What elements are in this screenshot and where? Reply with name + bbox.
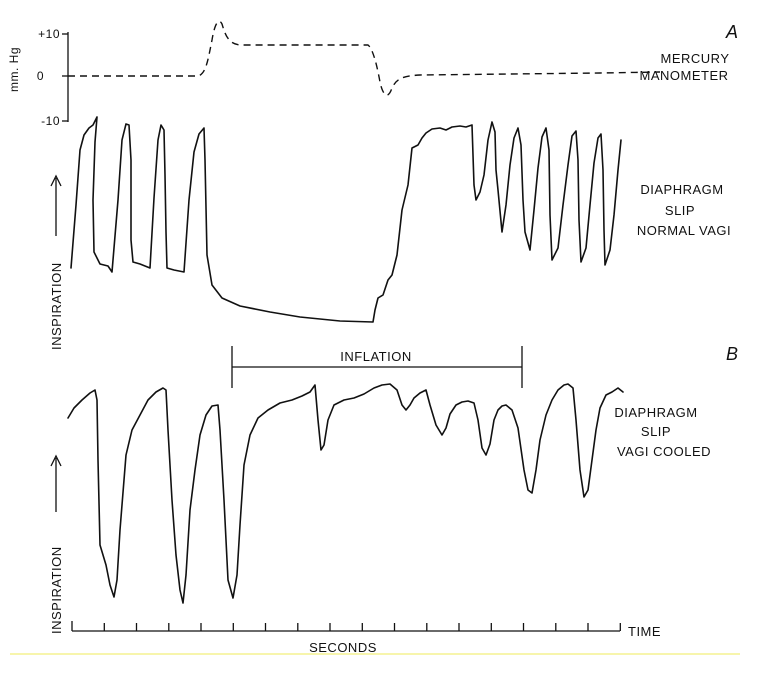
pressure-tick-label-minus10: -10	[41, 114, 60, 128]
manometer-label-line2: MANOMETER	[640, 68, 729, 83]
panel-a: A +10 0 -10 mm. Hg MERCURY MANOMETER DIA…	[7, 20, 739, 350]
diaphragm-trace-vagi-cooled	[67, 383, 624, 604]
pressure-tick-label-zero: 0	[37, 69, 44, 83]
panel-b: B INFLATION DIAPHRAGM SLIP VAGI COOLED I…	[49, 344, 739, 634]
panel-b-letter: B	[726, 344, 739, 364]
pressure-tick-label-plus10: +10	[38, 27, 60, 41]
seconds-label: SECONDS	[309, 640, 377, 655]
panel-a-letter: A	[725, 22, 739, 42]
time-axis: TIME SECONDS	[71, 621, 661, 655]
inspiration-arrow-a-head	[50, 174, 62, 187]
time-ticks	[71, 621, 621, 631]
pressure-unit-label: mm. Hg	[7, 47, 21, 92]
diaphragm-trace-normal-vagi	[70, 116, 622, 323]
inflation-label: INFLATION	[340, 349, 411, 364]
trace-b-label-line2: SLIP	[641, 424, 671, 439]
inspiration-label-a: INSPIRATION	[49, 262, 64, 350]
time-label: TIME	[628, 624, 661, 639]
trace-b-label-line3: VAGI COOLED	[617, 444, 711, 459]
inspiration-label-b: INSPIRATION	[49, 546, 64, 634]
trace-a-label-line3: NORMAL VAGI	[637, 223, 731, 238]
inspiration-arrow-b-head	[50, 454, 62, 467]
trace-a-label-line1: DIAPHRAGM	[640, 182, 723, 197]
trace-a-label-line2: SLIP	[665, 203, 695, 218]
manometer-label-line1: MERCURY	[661, 51, 730, 66]
trace-b-label-line1: DIAPHRAGM	[614, 405, 697, 420]
manometer-trace	[68, 20, 661, 96]
